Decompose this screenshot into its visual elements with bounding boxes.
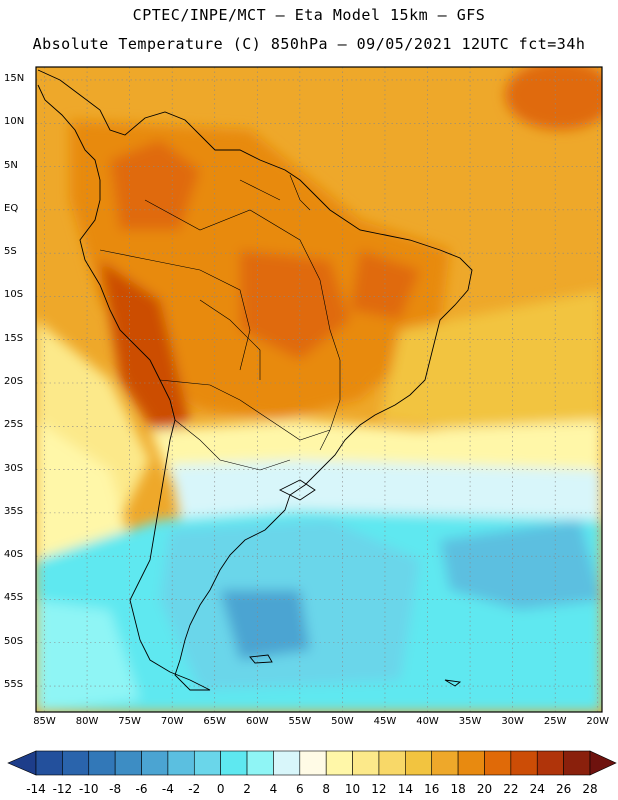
colorbar-swatch [325, 750, 353, 776]
colorbar-tick-label: -10 [78, 782, 99, 796]
colorbar-tick-label: 22 [503, 782, 519, 796]
colorbar-swatch [484, 750, 512, 776]
colorbar-tick-label: 10 [344, 782, 361, 796]
colorbar-swatch [35, 750, 63, 776]
colorbar-swatch [141, 750, 169, 776]
colorbar-swatch [510, 750, 538, 776]
colorbar-tick-label: 28 [582, 782, 598, 796]
colorbar-tick-label: 26 [555, 782, 572, 796]
colorbar-tick-label: -6 [135, 782, 148, 796]
temperature-field [36, 67, 602, 712]
lat-tick-label: 15N [4, 72, 25, 84]
lon-tick-label: 65W [203, 716, 227, 727]
map-frame [35, 66, 603, 713]
field-ne-warm [505, 67, 602, 130]
lon-tick-label: 75W [118, 716, 141, 727]
rio-de-la-plata [278, 479, 316, 501]
coastlines [37, 69, 473, 691]
south-america-coast [37, 69, 473, 691]
lon-tick-label: 20W [586, 716, 610, 727]
field-hot-3 [350, 250, 420, 320]
lat-tick-label: 35S [4, 505, 24, 517]
colorbar-tick-label: 16 [424, 782, 440, 796]
colorbar-tick-label: -14 [26, 782, 46, 796]
colorbar-swatch [220, 750, 248, 776]
colorbar-swatch [62, 750, 90, 776]
lat-tick-label: 5N [4, 159, 18, 171]
lat-tick-label: 15S [4, 332, 24, 344]
lon-tick-label: 35W [458, 716, 482, 727]
colorbar-swatch [352, 750, 380, 776]
field-south-east [440, 520, 602, 610]
lat-tick-label: 10N [4, 116, 25, 128]
colorbar-tick-label: 24 [529, 782, 545, 796]
colorbar-swatch [88, 750, 116, 776]
colorbar-swatch [273, 750, 301, 776]
colorbar-swatch [563, 750, 591, 776]
lon-tick-label: 50W [331, 716, 354, 727]
colorbar-tick-label: -4 [161, 782, 174, 796]
colorbar-tick-label: 6 [295, 782, 304, 796]
colorbar-swatch [246, 750, 274, 776]
lon-tick-label: 45W [373, 716, 397, 727]
colorbar-tick-label: 20 [476, 782, 493, 796]
colorbar-tick-label: 0 [216, 782, 225, 796]
colorbar-tick-label: 4 [269, 782, 278, 796]
colorbar-tick-label: -8 [109, 782, 122, 796]
colorbar-tick-label: 8 [322, 782, 330, 796]
lon-tick-label: 55W [288, 716, 312, 727]
lat-tick-label: 25S [4, 419, 24, 431]
colorbar-arrow-low [7, 750, 37, 776]
colorbar-swatch [431, 750, 459, 776]
south-georgia [444, 679, 462, 687]
colorbar-swatch [536, 750, 564, 776]
colorbar-tick-label: 12 [371, 782, 387, 796]
field-southwest [36, 600, 140, 712]
colorbar-swatch [299, 750, 327, 776]
field-hot-2 [240, 250, 350, 360]
lat-tick-label: 5S [4, 246, 17, 258]
field-transition-2 [170, 460, 602, 520]
colorbar-swatch [167, 750, 195, 776]
map-title: CPTEC/INPE/MCT – Eta Model 15km – GFS [132, 6, 486, 24]
colorbar-tick-label: 2 [243, 782, 251, 796]
lat-tick-label: 45S [4, 592, 24, 604]
lon-tick-label: 70W [160, 716, 184, 727]
lat-tick-label: 30S [4, 462, 24, 474]
colorbar-swatch [193, 750, 221, 776]
colorbar [7, 750, 617, 776]
lon-tick-label: 80W [75, 716, 99, 727]
colorbar-tick-label: -2 [188, 782, 201, 796]
lat-tick-label: 10S [4, 289, 24, 301]
colorbar-tick-label: 14 [397, 782, 413, 796]
field-ocean-mid [380, 290, 602, 430]
lat-tick-label: 50S [4, 635, 24, 647]
lon-tick-label: 40W [416, 716, 439, 727]
map-subtitle: Absolute Temperature (C) 850hPa – 09/05/… [32, 35, 586, 53]
field-hot-1 [110, 140, 200, 230]
colorbar-swatch [457, 750, 485, 776]
lat-tick-label: EQ [4, 202, 19, 214]
lon-tick-label: 25W [543, 716, 567, 727]
colorbar-tick-label: -12 [52, 782, 73, 796]
lon-tick-label: 85W [33, 716, 56, 727]
lat-tick-label: 20S [4, 376, 24, 387]
lat-tick-label: 40S [4, 549, 24, 561]
colorbar-arrow-high [589, 750, 617, 776]
falkland-islands [249, 654, 273, 664]
colorbar-swatch [114, 750, 142, 776]
colorbar-swatch [378, 750, 406, 776]
colorbar-tick-label: 18 [450, 782, 466, 796]
lon-tick-label: 60W [245, 716, 269, 727]
field-south-coldest [220, 590, 310, 660]
lat-tick-label: 55S [4, 679, 24, 691]
country-borders [99, 174, 341, 471]
colorbar-swatch [405, 750, 433, 776]
lon-tick-label: 30W [501, 716, 524, 727]
